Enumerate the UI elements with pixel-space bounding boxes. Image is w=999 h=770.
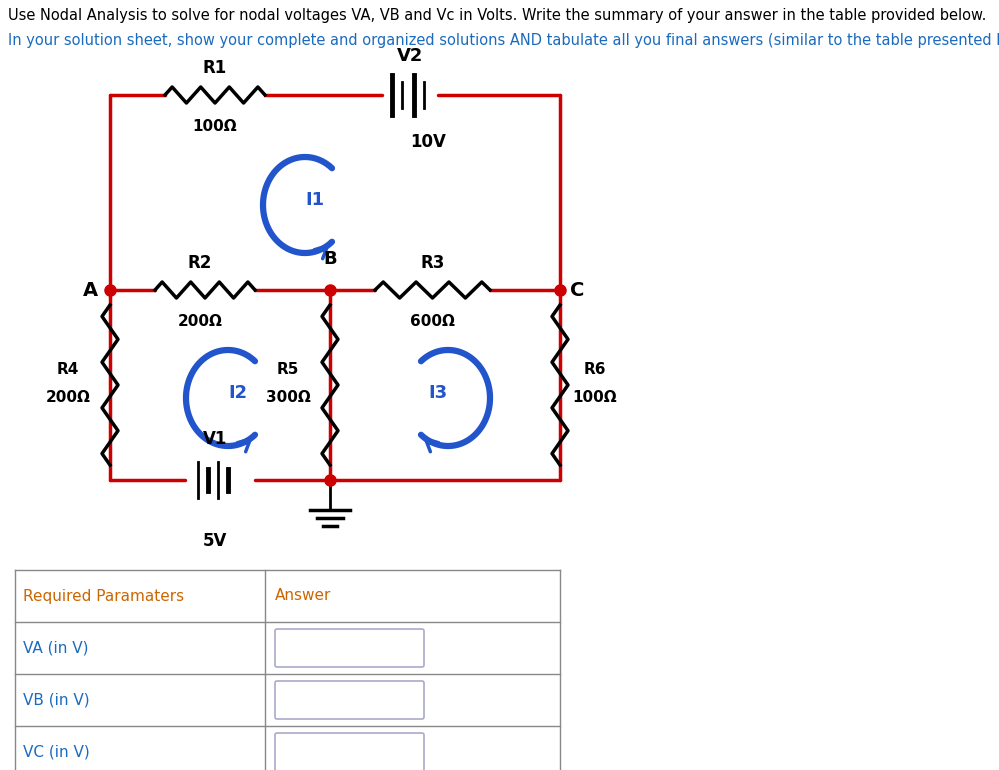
Text: VA (in V): VA (in V) bbox=[23, 641, 89, 655]
Text: R6: R6 bbox=[583, 363, 606, 377]
Text: VC (in V): VC (in V) bbox=[23, 745, 90, 759]
Text: 300Ω: 300Ω bbox=[266, 390, 311, 404]
Text: R2: R2 bbox=[188, 254, 212, 272]
Text: I3: I3 bbox=[429, 384, 448, 402]
Text: Required Paramaters: Required Paramaters bbox=[23, 588, 184, 604]
Text: A: A bbox=[83, 280, 98, 300]
Text: 100Ω: 100Ω bbox=[572, 390, 617, 404]
Text: 5V: 5V bbox=[203, 532, 227, 550]
Text: 600Ω: 600Ω bbox=[410, 314, 455, 329]
Text: 200Ω: 200Ω bbox=[178, 314, 223, 329]
Text: VB (in V): VB (in V) bbox=[23, 692, 90, 708]
Text: V1: V1 bbox=[203, 430, 227, 448]
Text: R5: R5 bbox=[277, 363, 299, 377]
Text: V2: V2 bbox=[397, 47, 424, 65]
Text: Answer: Answer bbox=[275, 588, 332, 604]
Text: 200Ω: 200Ω bbox=[46, 390, 91, 404]
Text: R1: R1 bbox=[203, 59, 227, 77]
Text: In your solution sheet, show your complete and organized solutions AND tabulate : In your solution sheet, show your comple… bbox=[8, 33, 999, 48]
Text: R3: R3 bbox=[421, 254, 445, 272]
Text: Use Nodal Analysis to solve for nodal voltages VA, VB and Vc in Volts. Write the: Use Nodal Analysis to solve for nodal vo… bbox=[8, 8, 986, 23]
Text: I2: I2 bbox=[229, 384, 248, 402]
Text: 10V: 10V bbox=[410, 133, 446, 151]
Text: B: B bbox=[324, 250, 337, 268]
Text: R4: R4 bbox=[57, 363, 79, 377]
Text: C: C bbox=[570, 280, 584, 300]
Text: 100Ω: 100Ω bbox=[193, 119, 238, 134]
Text: I1: I1 bbox=[306, 191, 325, 209]
